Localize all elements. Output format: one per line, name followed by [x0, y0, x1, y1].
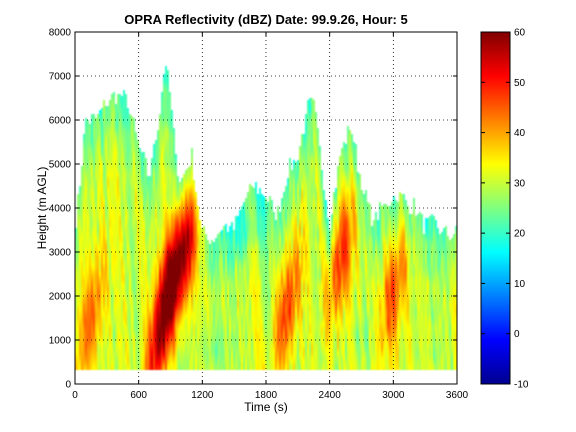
x-tick-label: 3600 — [446, 390, 469, 401]
y-axis-label: Height (m AGL) — [35, 167, 49, 250]
colorbar-axis: -10 0 10 20 30 40 50 60 — [481, 28, 529, 391]
colorbar-tick-label: -10 — [514, 380, 529, 391]
y-tick-label: 1000 — [49, 336, 72, 347]
chart-title: OPRA Reflectivity (dBZ) Date: 99.9.26, H… — [124, 12, 407, 27]
grid-lines — [75, 32, 457, 384]
x-axis: 0 600 1200 1800 2400 3000 3600 — [72, 32, 469, 401]
plot-area — [74, 31, 458, 385]
x-tick-label: 2400 — [319, 390, 342, 401]
y-axis: 0 1000 2000 3000 4000 5000 6000 7000 8000 — [49, 28, 457, 391]
colorbar-tick-label: 30 — [514, 178, 526, 189]
colorbar: -10 0 10 20 30 40 50 60 — [480, 28, 529, 391]
x-tick-label: 1800 — [255, 390, 278, 401]
y-tick-label: 2000 — [49, 292, 72, 303]
y-tick-label: 3000 — [49, 248, 72, 259]
x-tick-label: 1200 — [191, 390, 214, 401]
x-axis-label: Time (s) — [244, 400, 288, 414]
x-tick-label: 3000 — [382, 390, 405, 401]
y-tick-label: 8000 — [49, 28, 72, 39]
colorbar-scale — [481, 32, 510, 384]
y-tick-label: 0 — [65, 380, 71, 391]
y-tick-label: 4000 — [49, 204, 72, 215]
x-tick-label: 0 — [72, 390, 78, 401]
colorbar-tick-label: 40 — [514, 128, 526, 139]
colorbar-tick-label: 0 — [514, 329, 520, 340]
y-tick-label: 6000 — [49, 116, 72, 127]
colorbar-tick-label: 20 — [514, 229, 526, 240]
y-tick-label: 7000 — [49, 72, 72, 83]
y-tick-label: 5000 — [49, 160, 72, 171]
colorbar-tick-label: 10 — [514, 279, 526, 290]
colorbar-tick-label: 60 — [514, 28, 526, 39]
x-tick-label: 600 — [130, 390, 147, 401]
colorbar-frame — [480, 31, 511, 385]
colorbar-tick-label: 50 — [514, 78, 526, 89]
